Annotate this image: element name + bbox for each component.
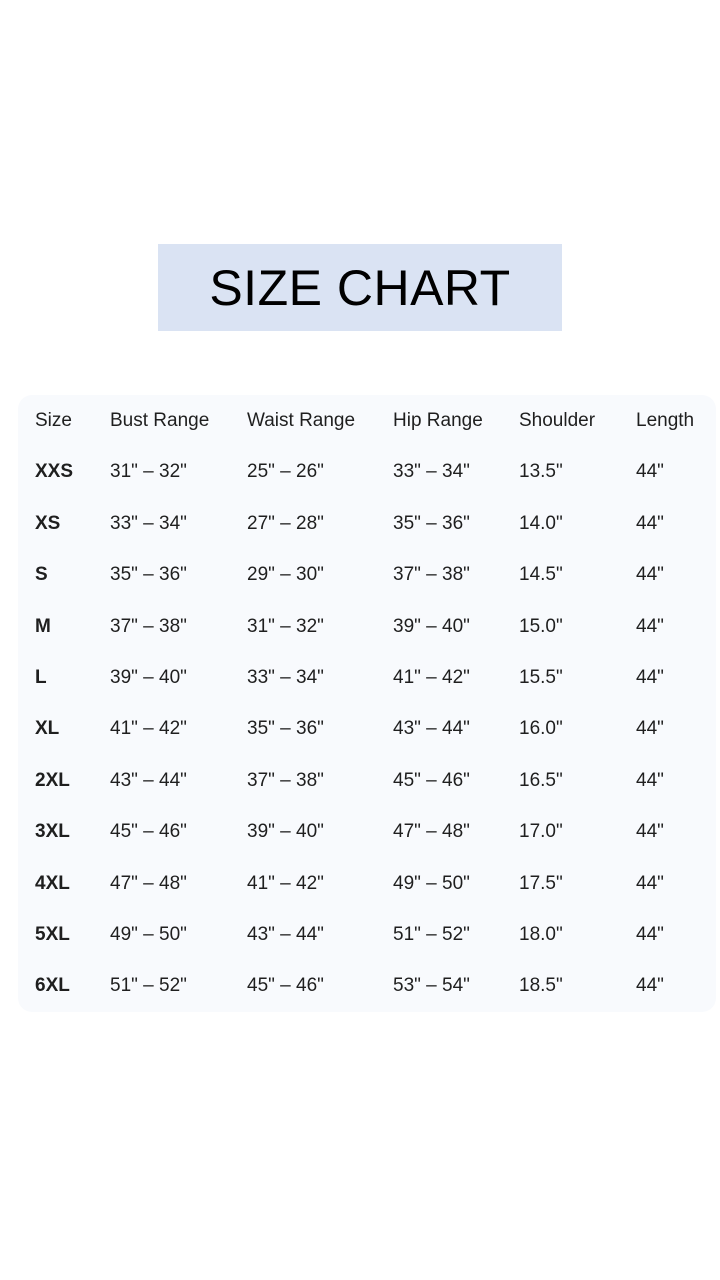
column-header: Waist Range xyxy=(247,410,356,431)
table-cell: 33" – 34" xyxy=(247,667,324,688)
table-cell: 44" xyxy=(636,461,664,483)
table-cell: 44" xyxy=(636,872,664,894)
table-cell: 51" – 52" xyxy=(393,924,470,945)
table-cell: 33" – 34" xyxy=(393,461,470,483)
table-cell: 51" – 52" xyxy=(110,975,187,997)
size-table: Size Bust Range Waist Range Hip Range Should… xyxy=(18,395,716,1012)
table-cell: 39" – 40" xyxy=(247,821,324,843)
table-cell: 44" xyxy=(636,821,664,843)
table-cell: 31" – 32" xyxy=(110,461,187,483)
table-cell: 16.5" xyxy=(519,769,563,791)
size-label: M xyxy=(35,615,51,637)
size-label: 5XL xyxy=(35,924,70,945)
table-cell: 18.5" xyxy=(519,975,563,997)
size-label: 6XL xyxy=(35,975,70,997)
table-cell: 14.0" xyxy=(519,512,563,534)
table-row: 2XL 43" – 44" 37" – 38" 45" – 46" 16.5" 44" xyxy=(18,766,716,796)
size-label: L xyxy=(35,667,47,688)
table-cell: 33" – 34" xyxy=(110,512,187,534)
table-row: M 37" – 38" 31" – 32" 39" – 40" 15.0" 44" xyxy=(18,612,716,642)
table-cell: 35" – 36" xyxy=(110,564,187,586)
table-cell: 17.5" xyxy=(519,872,563,894)
table-cell: 43" – 44" xyxy=(110,769,187,791)
table-cell: 15.0" xyxy=(519,615,563,637)
table-cell: 18.0" xyxy=(519,924,563,945)
table-cell: 49" – 50" xyxy=(393,872,470,894)
table-cell: 44" xyxy=(636,769,664,791)
size-label: S xyxy=(35,564,48,586)
table-header-row: Size Bust Range Waist Range Hip Range Should… xyxy=(18,406,716,436)
table-row: 3XL 45" – 46" 39" – 40" 47" – 48" 17.0" 44" xyxy=(18,817,716,847)
page-title: SIZE CHART xyxy=(209,259,511,316)
table-row: XXS 31" – 32" 25" – 26" 33" – 34" 13.5" 44" xyxy=(18,457,716,487)
table-cell: 39" – 40" xyxy=(110,667,187,688)
table-cell: 27" – 28" xyxy=(247,512,324,534)
table-row: S 35" – 36" 29" – 30" 37" – 38" 14.5" 44" xyxy=(18,560,716,590)
column-header: Hip Range xyxy=(393,410,483,431)
table-cell: 43" – 44" xyxy=(247,924,324,945)
title-banner: SIZE CHART xyxy=(158,244,562,331)
table-row: L 39" – 40" 33" – 34" 41" – 42" 15.5" 44" xyxy=(18,663,716,693)
size-label: XL xyxy=(35,718,60,740)
table-cell: 17.0" xyxy=(519,821,563,843)
table-cell: 47" – 48" xyxy=(110,872,187,894)
table-row: XS 33" – 34" 27" – 28" 35" – 36" 14.0" 44" xyxy=(18,509,716,539)
table-cell: 53" – 54" xyxy=(393,975,470,997)
table-cell: 45" – 46" xyxy=(393,769,470,791)
table-row: 5XL 49" – 50" 43" – 44" 51" – 52" 18.0" 44" xyxy=(18,920,716,950)
table-cell: 49" – 50" xyxy=(110,924,187,945)
table-cell: 35" – 36" xyxy=(393,512,470,534)
size-label: 3XL xyxy=(35,821,70,843)
table-cell: 37" – 38" xyxy=(110,615,187,637)
table-row: XL 41" – 42" 35" – 36" 43" – 44" 16.0" 44" xyxy=(18,714,716,744)
table-cell: 44" xyxy=(636,512,664,534)
table-cell: 45" – 46" xyxy=(247,975,324,997)
table-cell: 43" – 44" xyxy=(393,718,470,740)
table-cell: 39" – 40" xyxy=(393,615,470,637)
table-cell: 41" – 42" xyxy=(393,667,470,688)
table-cell: 31" – 32" xyxy=(247,615,324,637)
table-cell: 25" – 26" xyxy=(247,461,324,483)
table-cell: 45" – 46" xyxy=(110,821,187,843)
table-cell: 44" xyxy=(636,615,664,637)
table-cell: 44" xyxy=(636,667,664,688)
table-cell: 47" – 48" xyxy=(393,821,470,843)
column-header: Shoulder xyxy=(519,410,596,431)
column-header: Length xyxy=(636,410,695,431)
size-label: 2XL xyxy=(35,769,70,791)
table-cell: 29" – 30" xyxy=(247,564,324,586)
table-cell: 16.0" xyxy=(519,718,563,740)
column-header: Size xyxy=(35,410,72,431)
table-cell: 41" – 42" xyxy=(247,872,324,894)
table-row: 6XL 51" – 52" 45" – 46" 53" – 54" 18.5" 44" xyxy=(18,971,716,1001)
table-cell: 35" – 36" xyxy=(247,718,324,740)
size-label: XXS xyxy=(35,461,74,483)
table-cell: 44" xyxy=(636,975,664,997)
size-label: 4XL xyxy=(35,872,70,894)
table-cell: 15.5" xyxy=(519,667,563,688)
table-cell: 37" – 38" xyxy=(393,564,470,586)
table-cell: 41" – 42" xyxy=(110,718,187,740)
table-cell: 37" – 38" xyxy=(247,769,324,791)
table-cell: 14.5" xyxy=(519,564,563,586)
table-cell: 13.5" xyxy=(519,461,563,483)
table-cell: 44" xyxy=(636,564,664,586)
column-header: Bust Range xyxy=(110,410,210,431)
table-cell: 44" xyxy=(636,718,664,740)
table-cell: 44" xyxy=(636,924,664,945)
table-row: 4XL 47" – 48" 41" – 42" 49" – 50" 17.5" 44" xyxy=(18,869,716,899)
size-label: XS xyxy=(35,512,61,534)
